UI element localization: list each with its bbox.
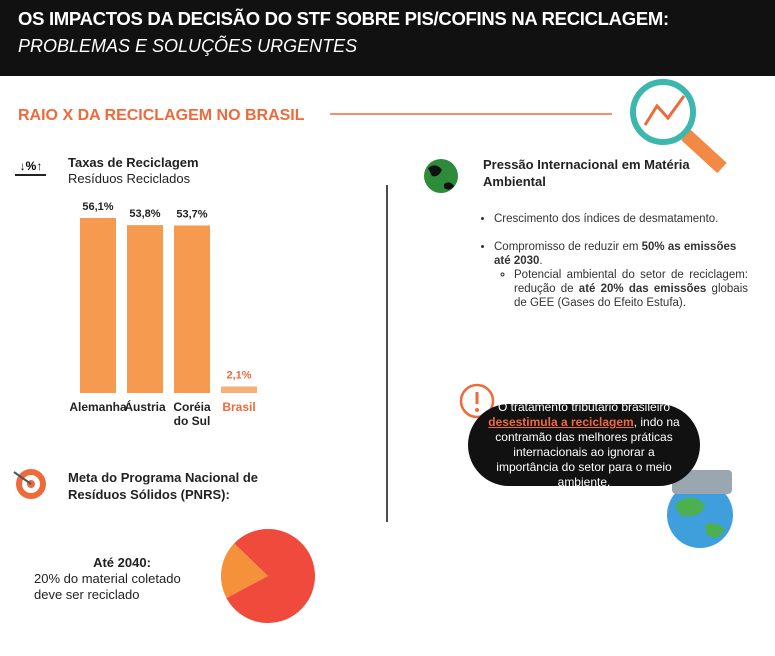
- goal-body: 20% do material coletado deve ser recicl…: [34, 571, 181, 602]
- category-label: Áustria: [124, 400, 166, 414]
- text: 50% as emissões até 2030: [494, 241, 737, 267]
- text: , indo na contramão das melhores prática…: [495, 415, 680, 489]
- header: OS IMPACTOS DA DECISÃO DO STF SOBRE PIS/…: [0, 0, 775, 76]
- magnifier-icon: [630, 79, 727, 174]
- goal-text: Até 2040: 20% do material coletado deve …: [34, 555, 210, 603]
- bar: [127, 225, 163, 393]
- pie-slice: [220, 543, 268, 599]
- text: Crescimento dos índices de desmatamento.: [494, 213, 719, 225]
- goal-label: Até 2040:: [93, 555, 151, 570]
- rate-icon: ↓%↑: [15, 159, 46, 176]
- text: desestimula a reciclagem: [488, 415, 634, 429]
- category-label: Alemanha: [69, 400, 127, 414]
- bullet: Compromisso de reduzir em 50% as emissõe…: [494, 240, 748, 310]
- category-label: Brasil: [222, 400, 256, 414]
- target-icon: [13, 469, 46, 499]
- value-label: 56,1%: [82, 201, 113, 213]
- category-label: Coréia do Sul: [173, 400, 211, 428]
- callout: O tratamento tributário brasileiro deses…: [468, 400, 700, 489]
- bullet: Crescimento dos índices de desmatamento.: [494, 212, 748, 226]
- text: globais de GEE (Gases do Efeito Estufa).: [514, 283, 749, 309]
- goal-title: Meta do Programa Nacional de Resíduos Só…: [68, 470, 258, 502]
- pie-slice: [226, 529, 315, 623]
- subtitle: PROBLEMAS E SOLUÇÕES URGENTES: [18, 36, 358, 56]
- chart-title: Taxas de Reciclagem: [68, 155, 199, 170]
- value-label: 53,8%: [129, 208, 160, 220]
- value-label: 53,7%: [176, 208, 207, 220]
- bar: [221, 386, 257, 393]
- text: O tratamento tributário brasileiro: [497, 400, 671, 414]
- international-title: Pressão Internacional em Matéria Ambient…: [483, 157, 690, 189]
- text: Compromisso de reduzir em: [494, 241, 642, 253]
- alert-icon: [459, 383, 495, 419]
- sub-bullet: Potencial ambiental do setor de reciclag…: [514, 268, 748, 310]
- earth-illustration: [667, 470, 733, 548]
- svg-text:↓%↑: ↓%↑: [20, 159, 43, 173]
- text: Potencial ambiental do setor de reciclag…: [514, 269, 748, 295]
- bar: [174, 225, 210, 393]
- value-label: 2,1%: [226, 369, 251, 381]
- text: .: [539, 255, 543, 267]
- title: OS IMPACTOS DA DECISÃO DO STF SOBRE PIS/…: [18, 8, 669, 29]
- globe-icon: [424, 159, 458, 193]
- bar: [80, 217, 116, 393]
- section-title: RAIO X DA RECICLAGEM NO BRASIL: [18, 107, 305, 124]
- text: até 20% das emissões: [578, 283, 707, 295]
- bullets: Crescimento dos índices de desmatamento.…: [478, 212, 748, 310]
- chart-subtitle: Resíduos Reciclados: [68, 171, 191, 186]
